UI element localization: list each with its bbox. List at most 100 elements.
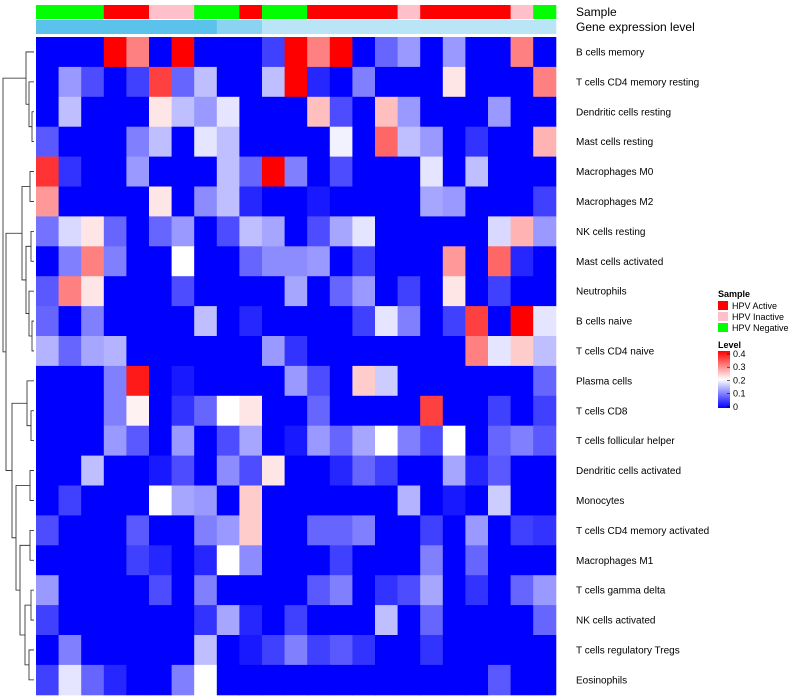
row-label: T cells CD4 memory activated [576, 526, 709, 537]
heatmap-cell [239, 126, 263, 158]
heatmap-cell [465, 276, 489, 307]
heatmap-cell [329, 156, 353, 187]
heatmap-cell [533, 575, 557, 606]
heatmap-cell [81, 485, 105, 516]
heatmap-cell [352, 395, 376, 427]
row-label: Monocytes [576, 496, 624, 507]
legend-sample-swatch [718, 312, 728, 321]
legend-sample-label: HPV Negative [732, 323, 789, 333]
heatmap-cell [329, 395, 353, 427]
heatmap-cell [307, 306, 331, 337]
dendrogram-branch [31, 320, 34, 352]
legend-level-tick-label: 0.3 [733, 362, 746, 372]
heatmap-cell [488, 37, 512, 68]
heatmap-cell [465, 96, 489, 128]
gene-expression-annotation-cell [420, 20, 444, 34]
heatmap-cell [465, 306, 489, 337]
heatmap-cell [284, 635, 308, 666]
heatmap-cell [352, 365, 376, 397]
heatmap-cell [488, 485, 512, 516]
heatmap-cell [103, 485, 127, 516]
heatmap-cell [397, 575, 421, 606]
heatmap-cell [171, 156, 195, 187]
heatmap-cell [216, 126, 240, 158]
heatmap-cell [307, 545, 331, 576]
sample-annotation-cell [239, 5, 263, 19]
dendrogram-branch [25, 245, 31, 314]
heatmap-cell [149, 575, 173, 606]
heatmap-cell [329, 575, 353, 606]
heatmap-cell [307, 276, 331, 307]
heatmap-cell [103, 575, 127, 606]
heatmap-cell [307, 336, 331, 367]
heatmap-cell [352, 575, 376, 606]
heatmap-cell [36, 66, 60, 98]
gene-expression-annotation-cell [262, 20, 286, 34]
heatmap-cell [58, 605, 82, 636]
heatmap-cell [352, 635, 376, 666]
heatmap-cell [103, 515, 127, 546]
heatmap-cell [352, 425, 376, 457]
gene-expression-annotation-cell [510, 20, 534, 34]
heatmap-cell [126, 96, 150, 128]
row-label: NK cells activated [576, 616, 655, 627]
heatmap-cell [307, 635, 331, 666]
heatmap-cell [284, 515, 308, 546]
heatmap-cell [442, 306, 466, 337]
heatmap-cell [420, 365, 444, 397]
heatmap-cell [352, 485, 376, 516]
heatmap-cell [284, 96, 308, 128]
heatmap-cell [58, 186, 82, 217]
heatmap-cell [239, 66, 263, 98]
heatmap-cell [533, 664, 557, 696]
sample-annotation-cell [216, 5, 240, 19]
heatmap-cell [329, 336, 353, 367]
heatmap-cell [488, 515, 512, 546]
heatmap-cell [262, 485, 286, 516]
heatmap-cell [81, 545, 105, 576]
legend-level-title: Level [718, 340, 741, 350]
heatmap-cell [36, 605, 60, 636]
heatmap-cell [103, 156, 127, 187]
heatmap-cell [465, 37, 489, 68]
heatmap-cell [442, 664, 466, 696]
heatmap-cell [171, 455, 195, 486]
heatmap-cell [307, 485, 331, 516]
heatmap-cell [533, 156, 557, 187]
heatmap-cell [216, 485, 240, 516]
heatmap-cell [149, 246, 173, 277]
heatmap-cell [103, 66, 127, 98]
dendrogram-branch [11, 402, 27, 539]
heatmap-cell [262, 425, 286, 457]
heatmap-cell [171, 395, 195, 427]
heatmap-cell [533, 515, 557, 546]
heatmap-cell [533, 336, 557, 367]
heatmap-cell [510, 156, 534, 187]
heatmap-cell [149, 216, 173, 247]
heatmap-cell [488, 635, 512, 666]
heatmap-cell [465, 186, 489, 217]
heatmap-cell [375, 336, 399, 367]
heatmap-cell [488, 156, 512, 187]
legend-sample-label: HPV Active [732, 301, 777, 311]
heatmap-cell [420, 635, 444, 666]
dendrogram-branch [29, 529, 34, 561]
heatmap-cell [397, 485, 421, 516]
heatmap-cell [36, 515, 60, 546]
gene-expression-annotation-cell [329, 20, 353, 34]
heatmap-cell [262, 395, 286, 427]
heatmap-cell [126, 395, 150, 427]
heatmap-cell [284, 605, 308, 636]
heatmap-cell [420, 455, 444, 486]
heatmap-cell [171, 37, 195, 68]
heatmap-cell [262, 96, 286, 128]
heatmap-cell [126, 156, 150, 187]
heatmap-cell [397, 156, 421, 187]
gene-expression-annotation-cell [284, 20, 308, 34]
heatmap-cell [194, 306, 218, 337]
legend-level-colorbar [718, 351, 730, 408]
heatmap-cell [284, 455, 308, 486]
heatmap-cell [81, 96, 105, 128]
heatmap-cell [442, 635, 466, 666]
